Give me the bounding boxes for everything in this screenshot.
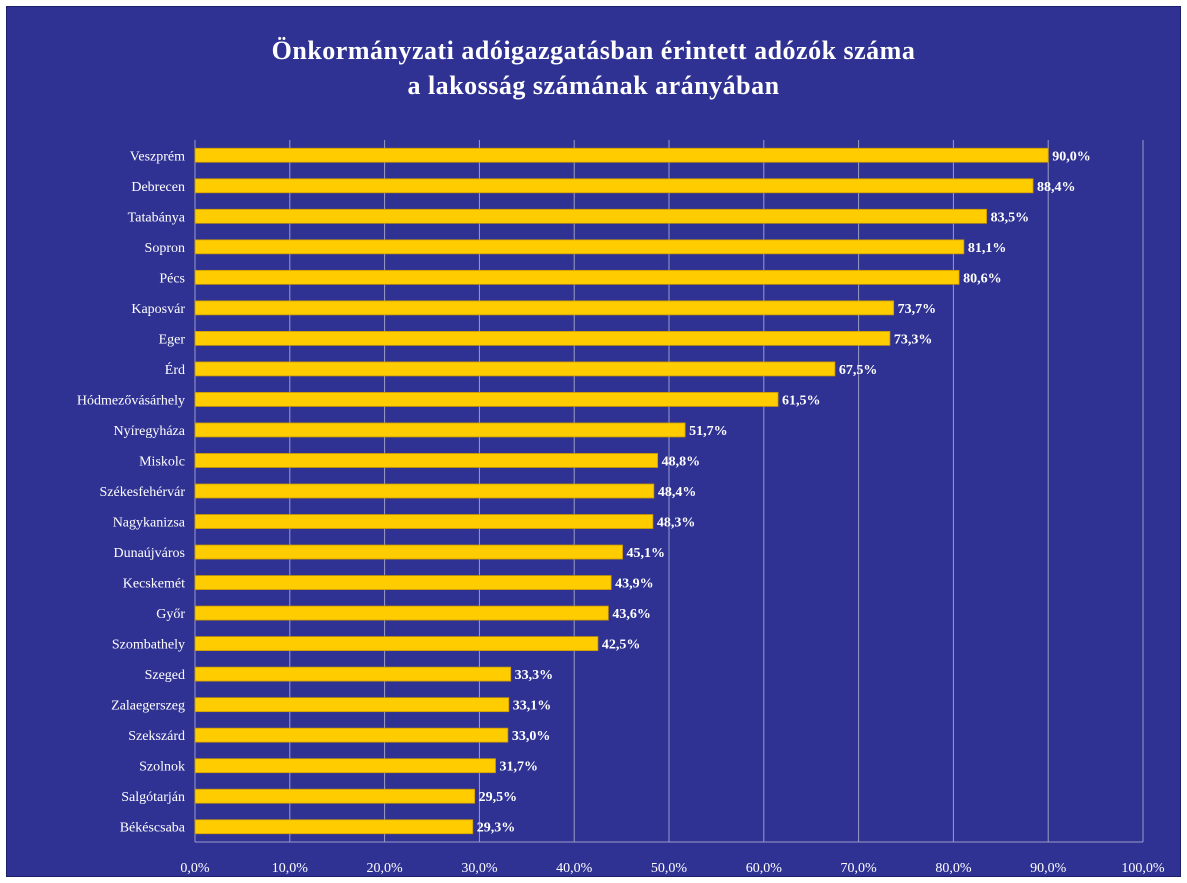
bar-10 [194,453,659,468]
x-tick-label-5: 50,0% [651,861,688,876]
value-label-14: 43,9% [615,577,654,592]
value-label-2: 83,5% [991,210,1030,225]
bar-5 [194,300,895,316]
x-tick-label-2: 20,0% [367,861,404,876]
category-label-7: Érd [165,361,185,378]
chart-title-line-2: a lakosság számának arányában [407,71,780,101]
category-label-15: Győr [156,607,185,622]
x-tick-label-4: 40,0% [556,861,593,876]
bar-4 [194,269,960,285]
x-tick-label-8: 80,0% [935,861,972,876]
value-label-13: 45,1% [627,546,666,561]
bar-21 [194,788,476,804]
value-label-19: 33,0% [512,729,550,744]
bar-12 [194,514,654,529]
category-label-21: Salgótarján [121,790,185,805]
bar-16 [194,636,599,652]
x-tick-label-0: 0,0% [180,861,210,876]
bar-3 [194,239,965,255]
value-label-3: 81,1% [968,241,1007,256]
chart-panel: Önkormányzati adóigazgatásban érintett a… [6,6,1181,877]
value-label-0: 90,0% [1052,149,1091,164]
category-label-19: Szekszárd [128,729,185,744]
value-label-10: 48,8% [662,454,701,469]
x-tick-label-9: 90,0% [1030,861,1067,876]
chart-title-line-1: Önkormányzati adóigazgatásban érintett a… [271,36,916,65]
value-label-4: 80,6% [963,271,1002,286]
category-label-13: Dunaújváros [113,546,185,561]
value-label-21: 29,5% [479,790,518,805]
bar-0 [194,147,1049,163]
category-label-5: Kaposvár [131,302,185,317]
value-label-18: 33,1% [513,699,552,714]
category-label-18: Zalaegerszeg [111,699,185,714]
category-label-1: Debrecen [131,180,185,195]
bar-17 [194,666,512,682]
bar-1 [194,178,1034,194]
value-label-7: 67,5% [839,363,878,378]
bar-2 [194,208,987,224]
bar-18 [194,697,510,713]
value-label-6: 73,3% [894,332,933,347]
value-label-5: 73,7% [898,302,937,317]
value-label-8: 61,5% [782,393,821,408]
value-label-11: 48,4% [658,485,697,500]
category-label-20: Szolnok [139,760,185,775]
bar-15 [194,605,609,621]
value-label-15: 43,6% [612,607,651,622]
value-label-9: 51,7% [689,424,728,439]
category-label-14: Kecskemét [123,577,185,592]
x-tick-label-7: 70,0% [841,861,878,876]
bar-9 [194,422,686,438]
category-label-0: Veszprém [130,149,185,164]
category-label-2: Tatabánya [128,210,186,225]
bar-22 [194,819,474,835]
value-label-12: 48,3% [657,516,696,531]
chart-title: Önkormányzati adóigazgatásban érintett a… [7,33,1180,103]
value-label-17: 33,3% [515,668,554,683]
x-tick-label-1: 10,0% [272,861,309,876]
category-label-12: Nagykanizsa [113,516,186,531]
category-label-8: Hódmezővásárhely [77,393,185,408]
bar-7 [194,361,836,377]
x-tick-label-3: 30,0% [461,861,498,876]
category-label-10: Miskolc [139,454,185,469]
bar-chart: 0,0% 10,0% 20,0% 30,0% 40,0% 50,0% 60,0% 70,0% 8… [77,140,1165,876]
bar-20 [194,758,496,774]
bar-13 [194,544,623,560]
category-label-17: Szeged [145,668,185,683]
bar-8 [194,392,779,407]
bar-19 [194,727,509,743]
category-label-4: Pécs [159,271,185,286]
category-label-9: Nyíregyháza [113,424,185,439]
bar-11 [194,483,655,499]
value-label-22: 29,3% [477,821,516,836]
bar-6 [194,330,891,346]
category-label-16: Szombathely [112,638,185,653]
x-tick-label-6: 60,0% [746,861,783,876]
value-label-16: 42,5% [602,638,641,653]
value-label-1: 88,4% [1037,180,1076,195]
bar-14 [194,575,612,590]
x-tick-label-10: 100,0% [1121,861,1165,876]
category-label-6: Eger [159,332,186,347]
category-label-11: Székesfehérvár [99,485,185,500]
category-label-3: Sopron [145,241,185,256]
category-label-22: Békéscsaba [120,821,186,836]
value-label-20: 31,7% [500,760,539,775]
